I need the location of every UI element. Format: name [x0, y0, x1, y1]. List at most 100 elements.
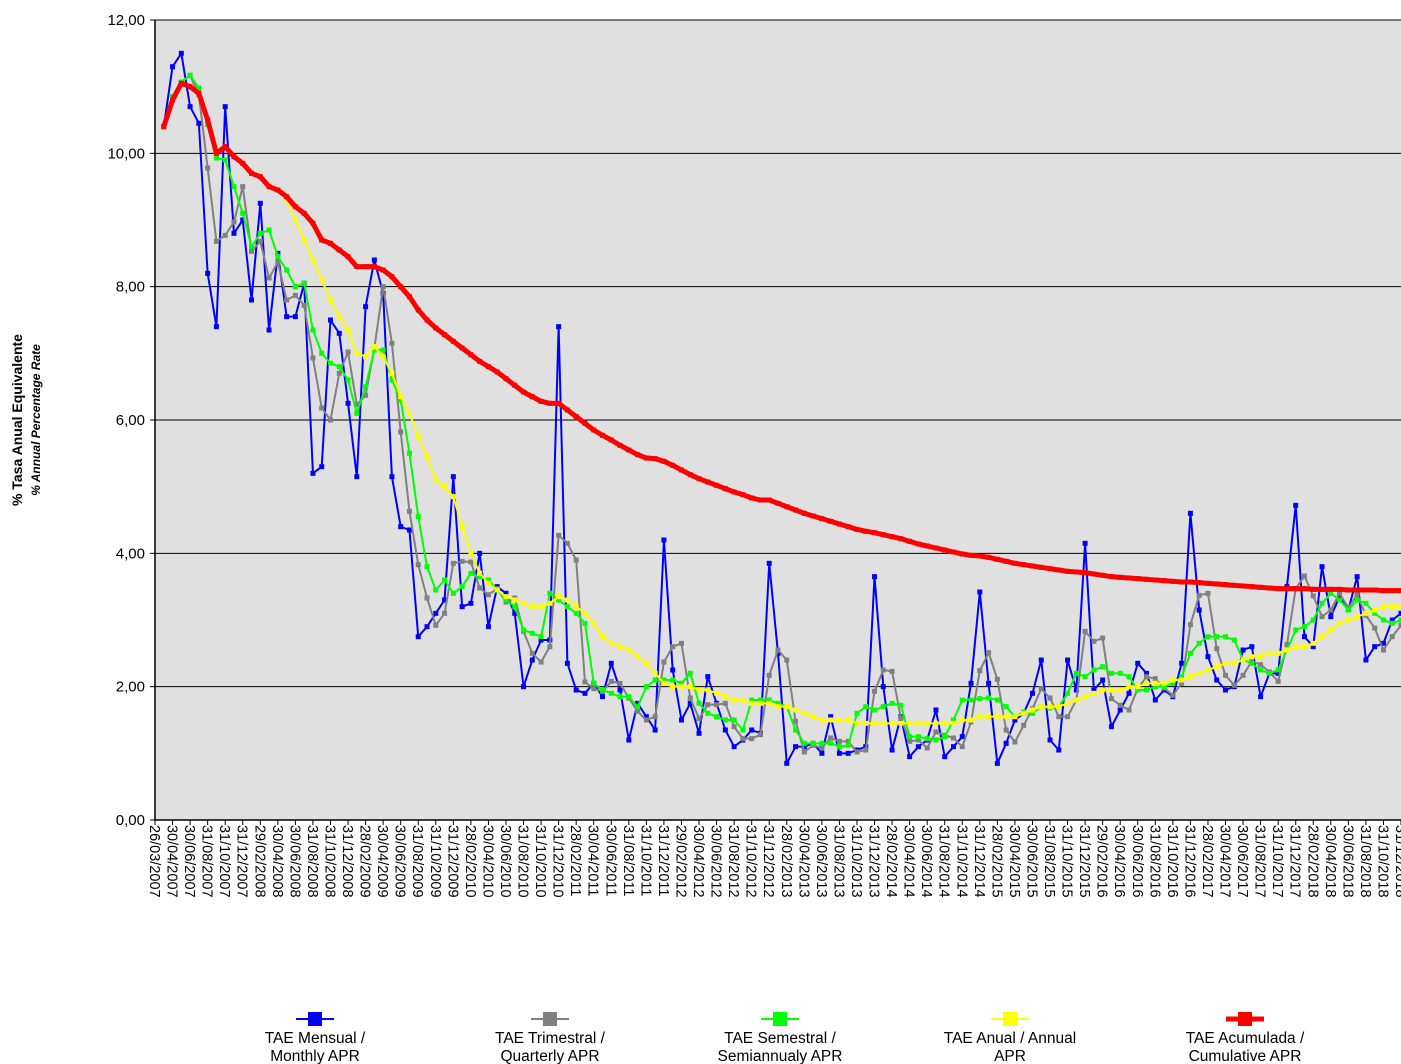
series-marker — [880, 532, 886, 538]
x-tick-label: 30/04/2010 — [479, 825, 495, 898]
series-marker — [872, 720, 878, 726]
series-marker — [950, 735, 956, 741]
series-marker — [1056, 704, 1062, 710]
series-marker — [1240, 583, 1246, 589]
legend-marker — [543, 1012, 557, 1026]
series-marker — [1117, 574, 1123, 580]
series-marker — [1240, 647, 1246, 653]
series-marker — [529, 650, 535, 656]
series-marker — [1152, 680, 1158, 686]
series-marker — [872, 574, 878, 580]
series-marker — [257, 200, 263, 206]
series-marker — [591, 620, 597, 626]
series-marker — [1293, 502, 1299, 508]
y-tick-label: 6,00 — [116, 412, 145, 429]
series-marker — [556, 400, 562, 406]
series-marker — [872, 530, 878, 536]
series-marker — [880, 684, 886, 690]
series-marker — [1372, 644, 1378, 650]
series-marker — [398, 397, 404, 403]
series-marker — [1012, 560, 1018, 566]
series-marker — [398, 394, 404, 400]
series-marker — [1310, 640, 1316, 646]
series-marker — [1135, 660, 1141, 666]
series-marker — [652, 456, 658, 462]
series-marker — [1389, 634, 1395, 640]
series-marker — [1091, 571, 1097, 577]
series-marker — [345, 327, 351, 333]
x-tick-label: 29/02/2016 — [1094, 825, 1110, 898]
series-marker — [1363, 600, 1369, 606]
series-marker — [1073, 670, 1079, 676]
series-marker — [1091, 690, 1097, 696]
series-marker — [178, 50, 184, 56]
x-tick-label: 28/02/2010 — [462, 825, 478, 898]
x-tick-label: 31/12/2015 — [1076, 825, 1092, 898]
series-marker — [213, 238, 219, 244]
x-tick-label: 31/12/2009 — [444, 825, 460, 898]
series-marker — [1328, 590, 1334, 596]
series-marker — [1108, 724, 1114, 730]
series-marker — [573, 687, 579, 693]
series-marker — [380, 267, 386, 273]
series-marker — [582, 679, 588, 685]
series-marker — [521, 627, 527, 633]
series-marker — [187, 104, 193, 110]
series-marker — [1108, 574, 1114, 580]
series-marker — [1100, 635, 1106, 641]
series-marker — [793, 507, 799, 513]
series-marker — [1012, 714, 1018, 720]
x-tick-label: 31/12/2013 — [866, 825, 882, 898]
series-marker — [1091, 638, 1097, 644]
series-marker — [678, 680, 684, 686]
series-marker — [485, 624, 491, 630]
legend-marker — [1238, 1012, 1252, 1026]
series-marker — [205, 270, 211, 276]
series-marker — [249, 297, 255, 303]
x-tick-label: 31/10/2013 — [848, 825, 864, 898]
series-marker — [749, 727, 755, 733]
x-tick-label: 30/04/2011 — [585, 825, 601, 897]
series-marker — [477, 574, 483, 580]
series-marker — [494, 587, 500, 593]
x-tick-label: 31/08/2015 — [1041, 825, 1057, 898]
series-marker — [1144, 680, 1150, 686]
series-marker — [538, 634, 544, 640]
series-marker — [845, 742, 851, 748]
series-marker — [1073, 687, 1079, 693]
series-marker — [1354, 574, 1360, 580]
series-marker — [1117, 687, 1123, 693]
series-marker — [529, 604, 535, 610]
series-marker — [617, 680, 623, 686]
series-marker — [1258, 654, 1264, 660]
series-marker — [512, 597, 518, 603]
series-marker — [898, 702, 904, 708]
series-marker — [1240, 657, 1246, 663]
series-marker — [678, 684, 684, 690]
series-marker — [213, 324, 219, 330]
legend-symbol — [1226, 1012, 1264, 1026]
series-marker — [1038, 686, 1044, 692]
series-marker — [336, 247, 342, 253]
series-marker — [687, 700, 693, 706]
series-marker — [468, 550, 474, 556]
series-marker — [327, 317, 333, 323]
series-marker — [1065, 714, 1071, 720]
series-marker — [959, 697, 965, 703]
series-marker — [1082, 674, 1088, 680]
series-marker — [1170, 692, 1176, 698]
legend-item: TAE Trimestral / Quarterly APR — [450, 1012, 650, 1064]
x-tick-label: 26/03/2007 — [146, 825, 162, 898]
series-marker — [389, 340, 395, 346]
series-marker — [1135, 687, 1141, 693]
series-marker — [1205, 580, 1211, 586]
series-marker — [1205, 634, 1211, 640]
legend: TAE Mensual / Monthly APR TAE Trimestral … — [0, 1012, 1401, 1064]
series-marker — [731, 489, 737, 495]
series-marker — [380, 354, 386, 360]
series-marker — [222, 104, 228, 110]
series-marker — [1363, 610, 1369, 616]
series-marker — [363, 264, 369, 270]
series-marker — [319, 405, 325, 411]
series-marker — [687, 684, 693, 690]
